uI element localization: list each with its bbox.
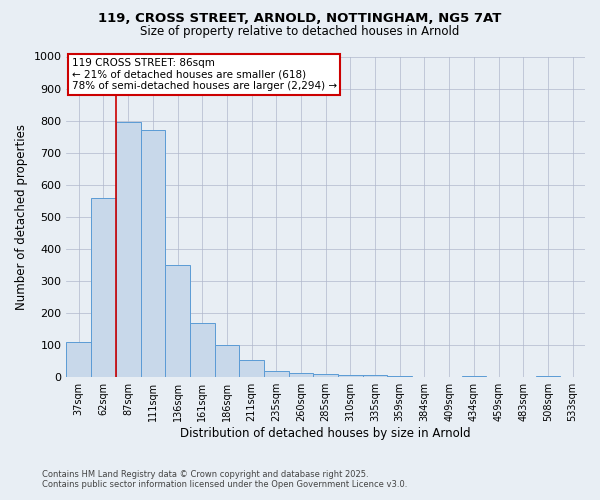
- Bar: [461, 376, 486, 377]
- Text: Size of property relative to detached houses in Arnold: Size of property relative to detached ho…: [140, 25, 460, 38]
- Y-axis label: Number of detached properties: Number of detached properties: [15, 124, 28, 310]
- Text: Contains HM Land Registry data © Crown copyright and database right 2025.
Contai: Contains HM Land Registry data © Crown c…: [42, 470, 407, 489]
- X-axis label: Distribution of detached houses by size in Arnold: Distribution of detached houses by size …: [181, 427, 471, 440]
- Bar: [215, 345, 239, 377]
- Bar: [363, 375, 388, 377]
- Bar: [116, 122, 140, 377]
- Text: 119, CROSS STREET, ARNOLD, NOTTINGHAM, NG5 7AT: 119, CROSS STREET, ARNOLD, NOTTINGHAM, N…: [98, 12, 502, 26]
- Bar: [264, 372, 289, 377]
- Bar: [140, 130, 165, 377]
- Bar: [190, 324, 215, 377]
- Bar: [313, 374, 338, 377]
- Bar: [91, 198, 116, 377]
- Bar: [536, 376, 560, 377]
- Text: 119 CROSS STREET: 86sqm
← 21% of detached houses are smaller (618)
78% of semi-d: 119 CROSS STREET: 86sqm ← 21% of detache…: [71, 58, 337, 92]
- Bar: [289, 372, 313, 377]
- Bar: [67, 342, 91, 377]
- Bar: [165, 265, 190, 377]
- Bar: [388, 376, 412, 377]
- Bar: [239, 360, 264, 377]
- Bar: [338, 374, 363, 377]
